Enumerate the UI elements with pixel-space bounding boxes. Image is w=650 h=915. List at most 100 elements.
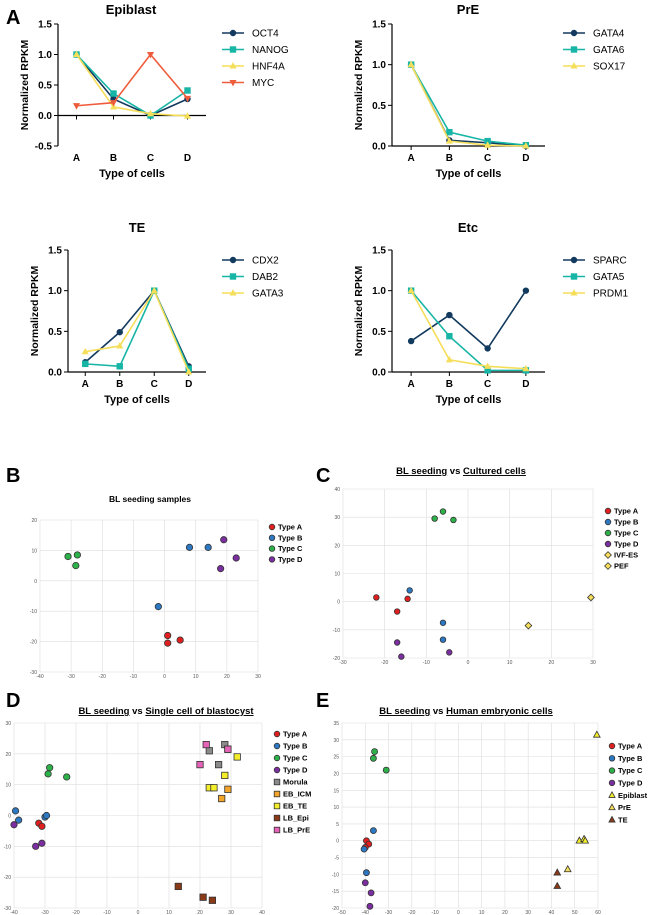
y-tick-label: -20 (4, 875, 11, 881)
data-point (81, 347, 89, 355)
x-tick-label: -30 (68, 674, 75, 680)
legend-label: Type C (614, 529, 639, 538)
x-tick-label: 0 (163, 674, 166, 680)
legend-label: Type B (278, 533, 303, 542)
y-tick-label: 30 (334, 515, 340, 521)
series-type-d (217, 536, 240, 573)
series-type-d (361, 879, 375, 910)
series-type-c (44, 764, 71, 781)
legend-label: Type D (283, 766, 308, 775)
legend-marker (604, 562, 612, 570)
series-ivf-es (586, 593, 595, 602)
data-point (407, 60, 415, 68)
legend-marker (570, 273, 578, 280)
y-tick-label: -20 (332, 906, 339, 912)
data-point (46, 764, 54, 772)
chart-title: BL seeding samples (109, 494, 191, 504)
x-tick-label: A (408, 379, 415, 390)
x-tick-label: D (522, 153, 529, 164)
y-tick-label: -10 (4, 844, 11, 850)
series-epiblast (575, 730, 601, 844)
data-point (32, 842, 40, 850)
x-axis-label: Type of cells (436, 168, 502, 180)
data-point (183, 95, 192, 103)
data-point (64, 552, 72, 561)
y-tick-label: 1.0 (48, 286, 62, 297)
legend: SPARC GATA5 PRDM1 (563, 256, 628, 300)
data-point (42, 811, 51, 820)
scatter-chart-d: -40 -30 -20 -10 0 10 20 30 40-30-20-100102030BL … (4, 706, 312, 915)
data-point (38, 822, 46, 830)
legend-label: Type C (618, 766, 643, 775)
x-tick-label: -10 (423, 660, 430, 666)
data-point (199, 893, 207, 901)
data-point (10, 821, 18, 829)
x-tick-label: -20 (381, 660, 388, 666)
legend-label: Type A (283, 730, 308, 739)
legend-label: PRDM1 (593, 289, 628, 300)
data-point (150, 286, 158, 294)
legend-label: SPARC (593, 256, 627, 267)
y-tick-label: 10 (31, 548, 37, 554)
chart-title: Epiblast (106, 2, 157, 17)
x-tick-label: B (446, 153, 453, 164)
y-tick-label: -15 (332, 889, 339, 895)
series-sparc (407, 287, 530, 352)
title-part: vs (447, 466, 463, 477)
legend-marker (570, 46, 578, 53)
x-tick-label: 10 (166, 910, 172, 915)
y-tick-label: 1.0 (38, 50, 52, 61)
chart-title: BL seeding vs Human embryonic cells (379, 706, 553, 717)
title-part: Cultured cells (463, 466, 526, 477)
data-point (72, 50, 81, 58)
series-line (410, 64, 526, 146)
data-point (439, 636, 447, 643)
legend-marker (608, 815, 616, 823)
y-tick-label: 0 (337, 600, 340, 606)
data-point (217, 565, 225, 573)
data-point (204, 543, 212, 551)
scatter-chart-e: -50 -40 -30 -20 -10 0 10 20 30 40 50 60-20-15-10-50… (332, 706, 648, 915)
series-line (85, 288, 190, 373)
legend-label: Type A (618, 742, 643, 751)
legend-marker (273, 790, 281, 798)
y-tick-label: 0 (8, 814, 11, 820)
data-point (484, 367, 491, 374)
legend: CDX2 DAB2 GATA3 (222, 256, 284, 300)
series-lb-pre (196, 740, 232, 769)
x-tick-label: -20 (99, 674, 106, 680)
x-tick-label: -40 (10, 910, 17, 915)
series-line (410, 290, 527, 350)
legend-marker (229, 46, 237, 53)
legend-marker (229, 79, 237, 87)
y-tick-label: -5 (335, 856, 340, 862)
y-tick-label: 35 (333, 721, 339, 727)
series-morula (205, 740, 232, 769)
data-point (446, 128, 453, 136)
legend-marker (273, 766, 281, 774)
data-point (176, 636, 184, 644)
y-tick-label: 10 (334, 572, 340, 578)
data-point (146, 51, 155, 59)
legend-marker (608, 791, 616, 798)
data-point (406, 587, 413, 594)
data-point (184, 87, 191, 94)
legend-label: LB_Epi (283, 814, 309, 823)
charts-layer: Epiblast -0.5 0.0 0.5 1.0 1.5 A B C D Type of cell… (4, 2, 648, 915)
data-point (224, 745, 232, 753)
legend-marker (273, 814, 281, 822)
legend-label: EB_TE (283, 802, 307, 811)
x-tick-label: A (408, 153, 415, 164)
series-line (410, 64, 526, 147)
series-type-a (164, 631, 184, 647)
x-tick-label: -20 (408, 910, 415, 915)
data-point (116, 342, 124, 349)
x-tick-label: 30 (525, 910, 531, 915)
data-point (586, 593, 595, 602)
x-axis-label: Type of cells (99, 168, 165, 180)
legend-label: TE (618, 815, 628, 824)
x-tick-label: B (110, 153, 117, 164)
legend-marker (268, 523, 276, 531)
chart-title: PrE (457, 2, 480, 17)
data-point (450, 516, 457, 524)
